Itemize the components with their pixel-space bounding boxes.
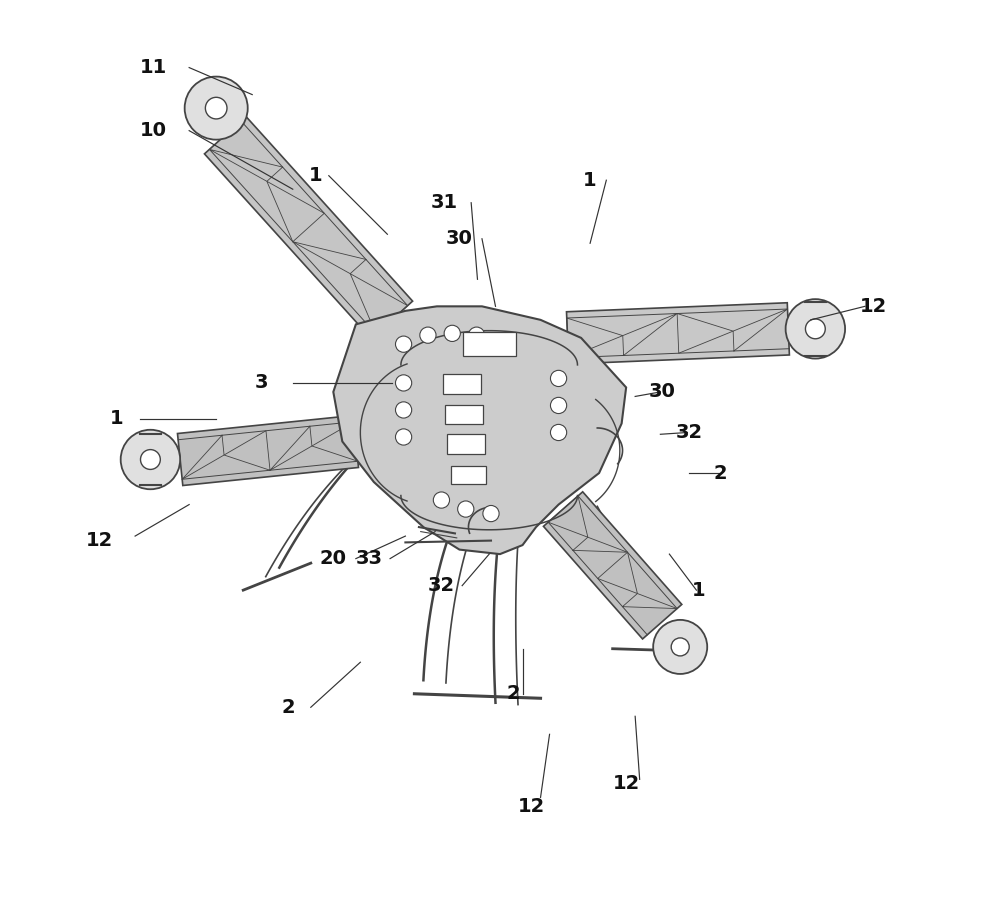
Polygon shape <box>567 303 789 364</box>
Text: 33: 33 <box>356 549 383 569</box>
Circle shape <box>550 397 567 414</box>
Polygon shape <box>204 116 413 339</box>
FancyBboxPatch shape <box>447 434 485 454</box>
Circle shape <box>395 402 412 418</box>
Circle shape <box>444 325 460 341</box>
Circle shape <box>805 319 825 339</box>
Circle shape <box>671 638 689 656</box>
Text: 12: 12 <box>85 531 113 551</box>
FancyBboxPatch shape <box>443 374 481 394</box>
Text: 20: 20 <box>320 549 347 569</box>
Circle shape <box>395 429 412 445</box>
Polygon shape <box>333 306 626 554</box>
FancyBboxPatch shape <box>445 405 483 424</box>
Circle shape <box>395 336 412 352</box>
Circle shape <box>653 620 707 674</box>
Circle shape <box>458 501 474 517</box>
Text: 32: 32 <box>428 576 455 596</box>
Circle shape <box>483 505 499 522</box>
Text: 2: 2 <box>507 684 520 704</box>
Text: 12: 12 <box>613 774 640 794</box>
Circle shape <box>433 492 450 508</box>
Text: 31: 31 <box>431 193 458 213</box>
Circle shape <box>185 77 248 140</box>
Circle shape <box>141 450 160 469</box>
Text: 12: 12 <box>518 796 545 816</box>
Circle shape <box>205 97 227 119</box>
Text: 2: 2 <box>281 697 295 717</box>
Text: 2: 2 <box>714 463 728 483</box>
Circle shape <box>121 430 180 489</box>
Polygon shape <box>543 492 682 639</box>
Text: 10: 10 <box>140 121 167 141</box>
Text: 30: 30 <box>649 382 676 402</box>
Text: 1: 1 <box>308 166 322 186</box>
Circle shape <box>786 299 845 359</box>
FancyBboxPatch shape <box>463 332 516 356</box>
Text: 11: 11 <box>139 58 167 77</box>
Polygon shape <box>177 415 359 486</box>
Text: 1: 1 <box>583 170 597 190</box>
Circle shape <box>550 424 567 441</box>
Circle shape <box>395 375 412 391</box>
Text: 30: 30 <box>446 229 473 249</box>
Text: 1: 1 <box>691 580 705 600</box>
FancyBboxPatch shape <box>451 466 486 484</box>
Circle shape <box>550 370 567 387</box>
Text: 3: 3 <box>254 373 268 393</box>
Text: 32: 32 <box>676 423 703 442</box>
Circle shape <box>468 327 485 343</box>
Circle shape <box>420 327 436 343</box>
Text: 1: 1 <box>110 409 124 429</box>
Text: 12: 12 <box>860 296 888 316</box>
